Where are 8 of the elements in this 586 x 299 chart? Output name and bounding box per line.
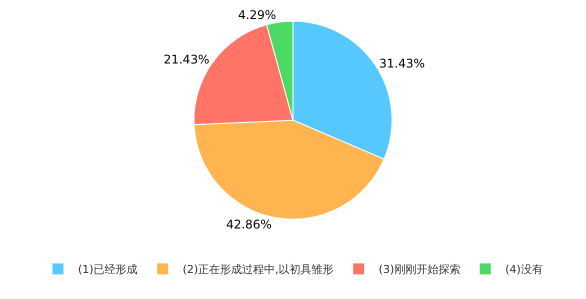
- data-label: 42.86%: [226, 217, 272, 232]
- legend-label: (4)没有: [505, 263, 543, 276]
- data-label: 21.43%: [164, 52, 210, 67]
- legend-label: (2)正在形成过程中,以初具雏形: [182, 263, 334, 276]
- data-label: 4.29%: [238, 8, 276, 22]
- legend-label: (3)刚刚开始探索: [378, 263, 460, 276]
- legend-label: (1)已经形成: [78, 263, 138, 276]
- data-label: 31.43%: [379, 56, 425, 71]
